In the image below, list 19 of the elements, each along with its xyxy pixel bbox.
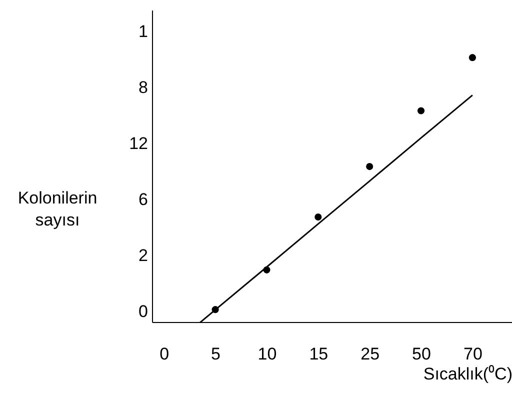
point bbox=[417, 107, 425, 114]
x-tick-label: 5 bbox=[211, 344, 221, 364]
x-axis-title: Sıcaklık(⁰C) bbox=[423, 364, 512, 384]
category-label: 6 bbox=[138, 190, 148, 209]
category-label: 1 bbox=[138, 22, 148, 41]
point bbox=[366, 163, 374, 170]
category-label: 8 bbox=[138, 78, 148, 97]
x-tick-label: 70 bbox=[463, 344, 482, 364]
category-label: 2 bbox=[138, 246, 148, 265]
x-tick-label: 0 bbox=[160, 344, 170, 364]
x-tick-label: 10 bbox=[258, 344, 277, 364]
y-axis-title: Kolonilerin sayısı bbox=[18, 188, 98, 230]
x-tick-label: 25 bbox=[360, 344, 380, 364]
x-tick-label: 50 bbox=[412, 344, 431, 364]
category-label: 12 bbox=[129, 134, 148, 153]
category-label: 0 bbox=[138, 302, 148, 321]
x-tick-label: 15 bbox=[309, 344, 328, 364]
point bbox=[314, 214, 322, 221]
point bbox=[468, 54, 476, 62]
